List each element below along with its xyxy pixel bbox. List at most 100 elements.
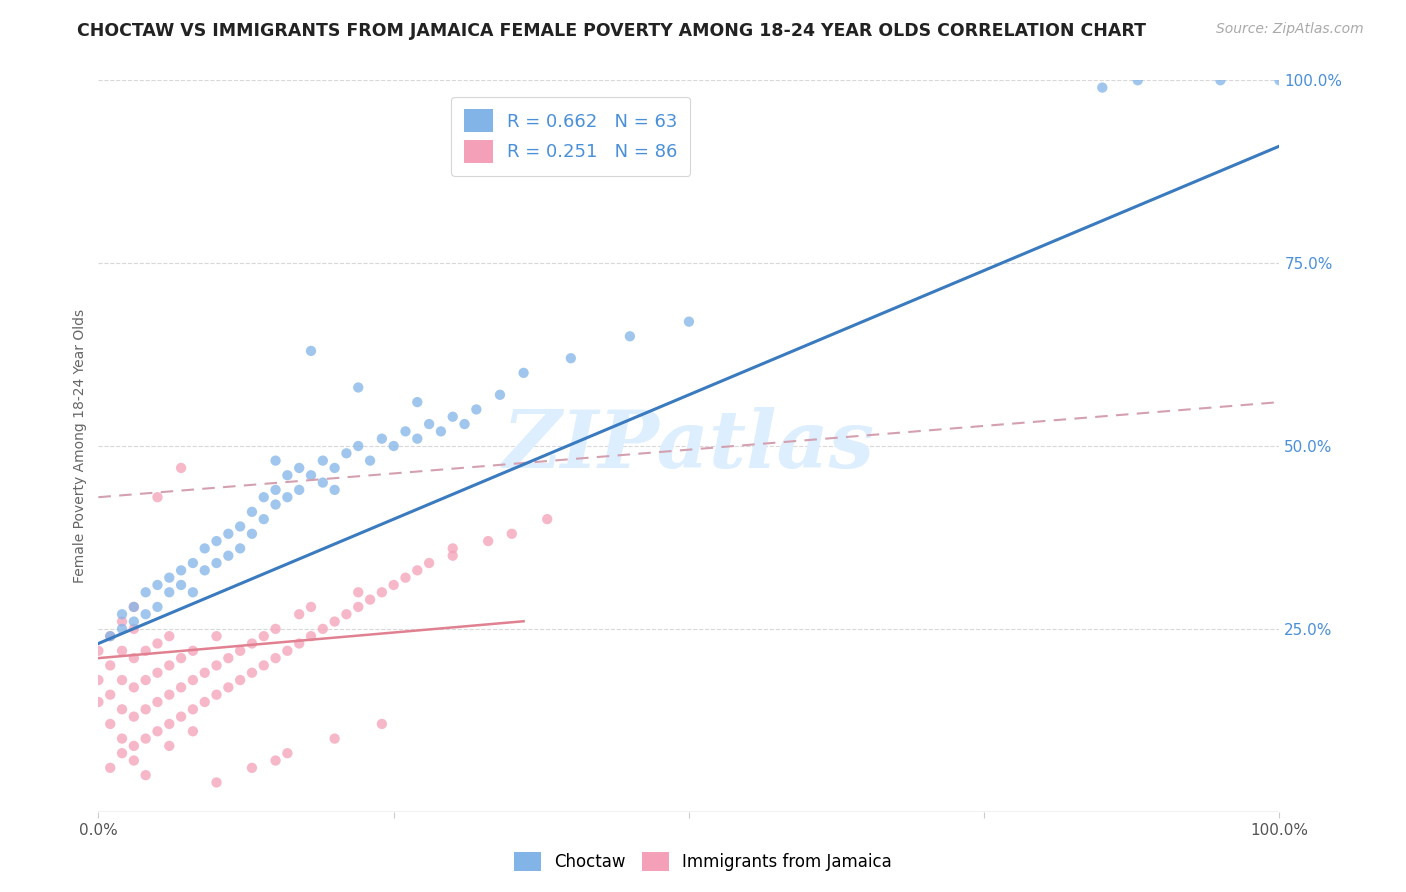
- Point: [87, 695, 110, 709]
- Point: [253, 490, 276, 504]
- Point: [170, 709, 193, 723]
- Point: [157, 717, 180, 731]
- Point: [512, 366, 534, 380]
- Point: [122, 754, 145, 768]
- Point: [240, 665, 263, 680]
- Point: [276, 468, 298, 483]
- Point: [111, 731, 134, 746]
- Point: [205, 688, 228, 702]
- Point: [264, 754, 287, 768]
- Point: [122, 739, 145, 753]
- Point: [323, 483, 346, 497]
- Point: [205, 775, 228, 789]
- Point: [146, 599, 169, 614]
- Point: [157, 571, 180, 585]
- Point: [323, 615, 346, 629]
- Point: [170, 578, 193, 592]
- Point: [135, 673, 157, 687]
- Point: [181, 556, 204, 570]
- Point: [312, 453, 335, 467]
- Point: [181, 702, 204, 716]
- Point: [371, 717, 394, 731]
- Point: [146, 636, 169, 650]
- Point: [335, 607, 357, 622]
- Point: [264, 498, 287, 512]
- Point: [240, 636, 263, 650]
- Point: [253, 512, 276, 526]
- Point: [371, 432, 394, 446]
- Point: [560, 351, 582, 366]
- Point: [205, 556, 228, 570]
- Point: [441, 541, 464, 556]
- Point: [1091, 80, 1114, 95]
- Point: [406, 563, 429, 577]
- Point: [465, 402, 488, 417]
- Point: [288, 483, 311, 497]
- Point: [181, 724, 204, 739]
- Point: [347, 380, 370, 394]
- Point: [299, 468, 322, 483]
- Point: [98, 761, 121, 775]
- Point: [157, 739, 180, 753]
- Point: [276, 644, 298, 658]
- Point: [98, 629, 121, 643]
- Point: [157, 585, 180, 599]
- Legend: R = 0.662   N = 63, R = 0.251   N = 86: R = 0.662 N = 63, R = 0.251 N = 86: [451, 96, 690, 176]
- Point: [347, 585, 370, 599]
- Point: [111, 702, 134, 716]
- Point: [418, 556, 440, 570]
- Point: [135, 585, 157, 599]
- Point: [229, 644, 252, 658]
- Point: [394, 571, 416, 585]
- Point: [157, 658, 180, 673]
- Point: [253, 629, 276, 643]
- Point: [194, 695, 217, 709]
- Point: [312, 622, 335, 636]
- Point: [217, 651, 239, 665]
- Point: [135, 768, 157, 782]
- Point: [288, 636, 311, 650]
- Point: [98, 717, 121, 731]
- Y-axis label: Female Poverty Among 18-24 Year Olds: Female Poverty Among 18-24 Year Olds: [73, 309, 87, 583]
- Point: [240, 526, 263, 541]
- Point: [111, 673, 134, 687]
- Point: [194, 665, 217, 680]
- Point: [146, 490, 169, 504]
- Point: [217, 549, 239, 563]
- Point: [371, 585, 394, 599]
- Point: [87, 673, 110, 687]
- Point: [98, 629, 121, 643]
- Legend: Choctaw, Immigrants from Jamaica: Choctaw, Immigrants from Jamaica: [506, 843, 900, 880]
- Point: [181, 585, 204, 599]
- Point: [264, 483, 287, 497]
- Point: [181, 673, 204, 687]
- Point: [170, 651, 193, 665]
- Point: [205, 658, 228, 673]
- Point: [418, 417, 440, 431]
- Point: [111, 615, 134, 629]
- Point: [299, 629, 322, 643]
- Point: [264, 651, 287, 665]
- Point: [98, 688, 121, 702]
- Point: [347, 439, 370, 453]
- Point: [229, 519, 252, 533]
- Point: [135, 731, 157, 746]
- Point: [536, 512, 558, 526]
- Point: [217, 526, 239, 541]
- Point: [264, 453, 287, 467]
- Point: [146, 665, 169, 680]
- Point: [335, 446, 357, 460]
- Point: [87, 644, 110, 658]
- Point: [406, 395, 429, 409]
- Point: [135, 607, 157, 622]
- Point: [181, 644, 204, 658]
- Point: [194, 541, 217, 556]
- Point: [441, 549, 464, 563]
- Point: [276, 746, 298, 760]
- Point: [217, 681, 239, 695]
- Point: [489, 388, 512, 402]
- Point: [157, 629, 180, 643]
- Point: [111, 746, 134, 760]
- Point: [205, 629, 228, 643]
- Point: [406, 432, 429, 446]
